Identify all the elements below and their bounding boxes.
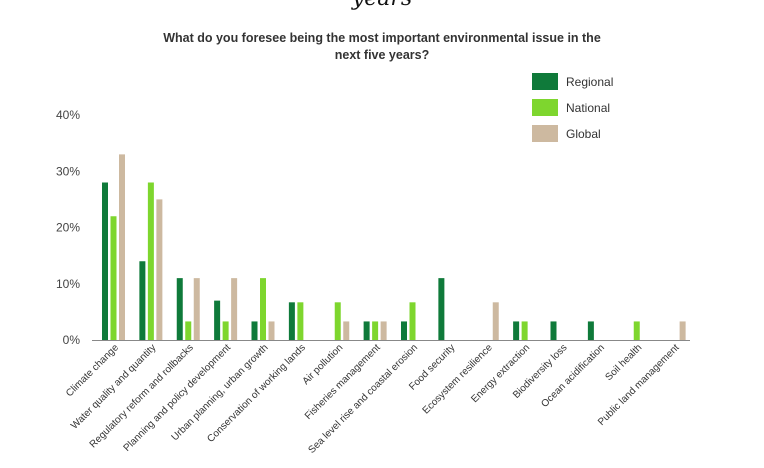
- bar-global: [156, 199, 163, 340]
- legend-label: Global: [566, 127, 601, 141]
- bar-global: [268, 321, 275, 340]
- bar-regional: [401, 321, 407, 340]
- bar-global: [679, 321, 686, 340]
- bar-national: [185, 321, 192, 340]
- bars: [102, 154, 686, 340]
- legend-label: Regional: [566, 75, 613, 89]
- bar-national: [260, 278, 266, 340]
- bar-national: [409, 302, 416, 340]
- bar-regional: [176, 278, 183, 340]
- bar-national: [297, 302, 304, 340]
- bar-regional: [513, 321, 520, 340]
- bar-national: [147, 182, 154, 340]
- bar-global: [231, 278, 238, 340]
- x-tick-label: Ocean acidification: [539, 342, 607, 410]
- bar-regional: [139, 261, 146, 340]
- bar-global: [380, 321, 387, 340]
- bar-national: [222, 321, 229, 340]
- bar-regional: [251, 321, 258, 340]
- bar-global: [119, 154, 125, 340]
- legend: Regional National Global: [532, 73, 613, 142]
- cropped-heading-fragment: years: [0, 0, 764, 11]
- bar-national: [633, 321, 640, 340]
- bar-regional: [438, 278, 445, 340]
- y-tick-label: 20%: [56, 221, 80, 235]
- bar-regional: [288, 302, 295, 340]
- bar-global: [492, 302, 499, 340]
- chart-title-line: What do you foresee being the most impor…: [163, 31, 601, 45]
- bar-national: [334, 302, 341, 340]
- y-tick-label: 0%: [63, 333, 81, 347]
- chart-title-line: next five years?: [335, 48, 430, 62]
- bar-regional: [550, 321, 557, 340]
- bar-regional: [214, 300, 221, 340]
- bar-regional: [363, 321, 370, 340]
- chart-title: What do you foresee being the most impor…: [163, 31, 601, 62]
- legend-swatch: [532, 99, 558, 116]
- x-tick-label: Ecosystem resilience: [421, 342, 496, 417]
- y-tick-label: 40%: [56, 108, 80, 122]
- y-tick-label: 30%: [56, 164, 80, 178]
- y-tick-label: 10%: [56, 277, 80, 291]
- legend-label: National: [566, 101, 610, 115]
- bar-national: [110, 216, 117, 340]
- bar-regional: [587, 321, 594, 340]
- legend-swatch: [532, 125, 558, 142]
- bar-national: [372, 321, 379, 340]
- bar-regional: [102, 182, 108, 340]
- bar-global: [343, 321, 350, 340]
- y-axis: 0% 10% 20% 30% 40%: [56, 108, 80, 347]
- bar-national: [521, 321, 528, 340]
- x-tick-label: Fisheries management: [303, 342, 383, 422]
- bar-global: [193, 278, 200, 340]
- legend-swatch: [532, 73, 558, 90]
